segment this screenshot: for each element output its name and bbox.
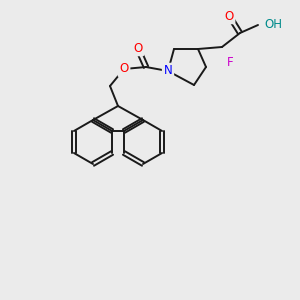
Text: O: O bbox=[224, 10, 234, 22]
Text: F: F bbox=[227, 56, 233, 68]
Text: O: O bbox=[134, 41, 142, 55]
Text: OH: OH bbox=[264, 19, 282, 32]
Text: O: O bbox=[119, 62, 129, 76]
Text: N: N bbox=[164, 64, 172, 77]
